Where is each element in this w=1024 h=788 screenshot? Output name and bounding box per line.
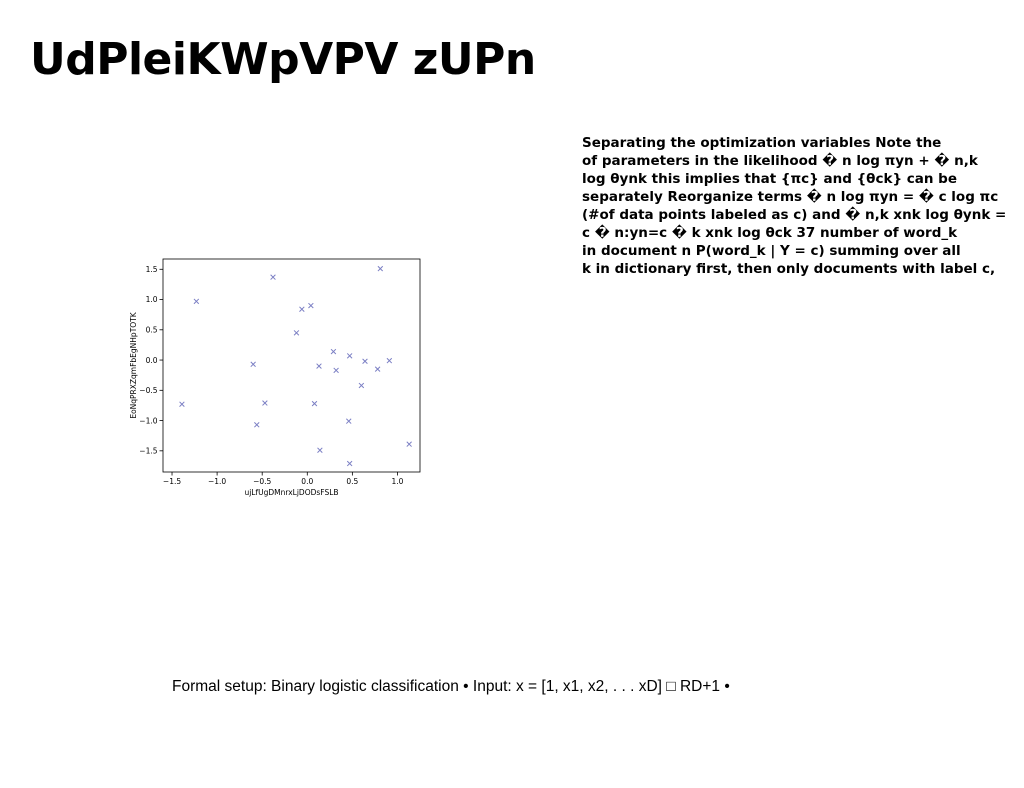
scatter-point [254,422,260,428]
slide-title: UdPleiKWpVPV zUPn [30,34,536,85]
body-line: Separating the optimization variables No… [582,135,942,151]
scatter-point [317,447,323,453]
scatter-point [386,357,393,364]
scatter-point [333,367,339,374]
scatter-point [293,330,300,336]
scatter-point [193,298,200,305]
body-line: of parameters in the likelihood � n log … [582,153,978,169]
x-tick-label: −1.5 [163,477,181,486]
x-tick-label: 1.0 [391,477,403,486]
scatter-point [179,401,185,407]
scatter-point [270,274,276,280]
scatter-plot: −1.5 −1.0 −0.5 0.0 0.5 1.0 1.51.00.50.0−0.5−1… [129,258,421,497]
scatter-point [406,441,412,447]
y-tick-label: −0.5 [139,386,157,395]
scatter-point [308,302,314,309]
scatter-point [311,400,318,407]
scatter-point [262,400,268,406]
scatter-point [362,358,368,365]
scatter-point [377,265,384,272]
scatter-point [330,348,337,355]
body-text: Separating the optimization variables No… [582,134,1022,278]
y-tick-label: 0.0 [146,356,158,365]
x-axis-ticks: −1.5 −1.0 −0.5 0.0 0.5 1.0 [163,472,404,486]
scatter-point [358,382,365,389]
y-tick-label: −1.5 [139,447,157,456]
scatter-point [316,363,322,369]
x-axis-label: ujLfUgDMnrxLjDODsFSLB [244,488,338,497]
scatter-chart: −1.5 −1.0 −0.5 0.0 0.5 1.0 1.5 1.0 0.5 0.0 −0.5 −1… [126,250,426,500]
scatter-point [299,306,305,312]
body-line: (#of data points labeled as c) and � n,k… [582,207,1007,223]
body-line: k in dictionary first, then only documen… [582,261,996,277]
scatter-point [250,361,256,368]
y-tick-label: 1.5 [146,265,158,274]
scatter-point [346,460,353,467]
y-tick-label: −1.0 [139,416,157,425]
x-tick-label: 0.5 [346,477,358,486]
scatter-point [346,353,353,359]
body-line: in document n P(word_k | Y = c) summing … [582,243,961,259]
x-tick-label: −1.0 [208,477,226,486]
y-tick-label: 0.5 [146,325,158,334]
data-points [179,265,412,467]
scatter-point [346,418,352,424]
scatter-point [374,366,381,372]
y-axis-ticks: 1.5 1.0 0.5 0.0 −0.5 −1.0 −1.5 [139,265,163,456]
plot-frame [162,258,421,473]
y-axis-label: EoNqPRXZqmFbEgNHpTOTK [129,311,138,418]
x-tick-label: 0.0 [301,477,313,486]
body-line: separately Reorganize terms � n log πyn … [582,189,999,205]
x-tick-label: −0.5 [253,477,271,486]
y-tick-label: 1.0 [146,295,158,304]
body-line: c � n:yn=c � k xnk log θck 37 number of … [582,225,958,241]
body-line: log θynk this implies that {πc} and {θck… [582,171,957,187]
footer-text: Formal setup: Binary logistic classifica… [172,678,730,695]
